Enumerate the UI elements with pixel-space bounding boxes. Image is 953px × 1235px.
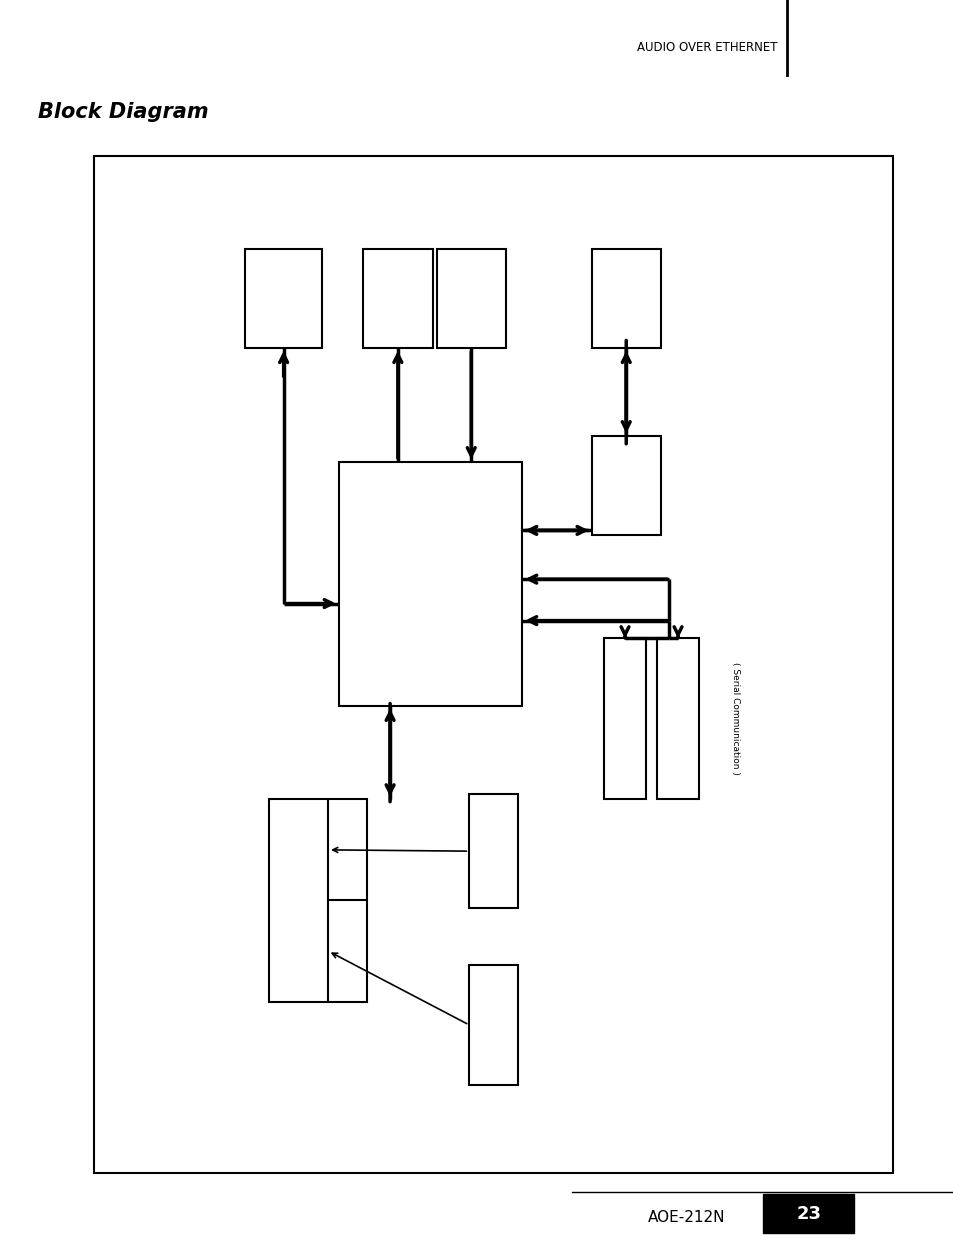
Bar [656, 638, 699, 799]
Bar [245, 249, 322, 348]
Text: AOE-212N: AOE-212N [647, 1209, 724, 1225]
Bar [269, 799, 367, 1002]
Text: ( Serial Communication ): ( Serial Communication ) [731, 662, 740, 776]
Text: AUDIO OVER ETHERNET: AUDIO OVER ETHERNET [637, 41, 777, 54]
Bar [469, 966, 517, 1084]
Text: Block Diagram: Block Diagram [38, 103, 209, 122]
Bar [591, 436, 660, 535]
Bar [591, 249, 660, 348]
Text: 23: 23 [796, 1205, 821, 1223]
Bar [603, 638, 645, 799]
Bar [338, 462, 521, 706]
Bar [469, 794, 517, 908]
Bar [436, 249, 505, 348]
Bar [762, 1194, 853, 1233]
Bar [363, 249, 432, 348]
